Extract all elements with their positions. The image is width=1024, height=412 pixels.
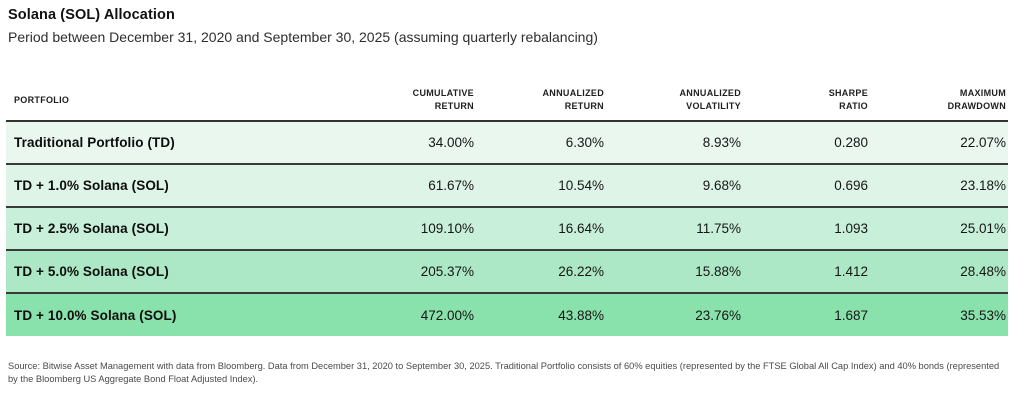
annualized-return-value: 26.22%: [476, 249, 606, 294]
annualized-volatility-value: 15.88%: [606, 249, 743, 294]
maximum-drawdown-value: 25.01%: [870, 206, 1008, 251]
table-row: Traditional Portfolio (TD) 34.00% 6.30% …: [6, 121, 1008, 165]
annualized-volatility-value: 23.76%: [606, 292, 743, 337]
portfolio-name: TD + 1.0% Solana (SOL): [6, 163, 358, 208]
page-title: Solana (SOL) Allocation: [8, 7, 175, 23]
cumulative-return-value: 205.37%: [358, 249, 476, 294]
annualized-return-value: 43.88%: [476, 292, 606, 337]
cumulative-return-value: 61.67%: [358, 163, 476, 208]
sharpe-ratio-value: 1.687: [743, 292, 870, 337]
annualized-volatility-value: 8.93%: [702, 135, 741, 151]
annualized-return-value: 10.54%: [476, 163, 606, 208]
table-row: TD + 5.0% Solana (SOL) 205.37% 26.22% 15…: [6, 249, 1008, 294]
maximum-drawdown-value: 28.48%: [870, 249, 1008, 294]
cumulative-return-value: 109.10%: [358, 206, 476, 251]
source-footnote: Source: Bitwise Asset Management with da…: [8, 361, 1000, 384]
column-header-sharpe-ratio: SHARPE RATIO: [743, 87, 870, 123]
portfolio-name: Traditional Portfolio (TD): [14, 135, 175, 151]
column-header-cumulative-return: CUMULATIVE RETURN: [358, 87, 476, 123]
sharpe-ratio-value: 0.280: [834, 135, 868, 151]
annualized-return-value: 16.64%: [476, 206, 606, 251]
portfolio-name: TD + 2.5% Solana (SOL): [6, 206, 358, 251]
column-header-annualized-volatility: ANNUALIZED VOLATILITY: [606, 87, 743, 123]
maximum-drawdown-value: 23.18%: [870, 163, 1008, 208]
page-subtitle: Period between December 31, 2020 and Sep…: [8, 29, 598, 45]
table-row: TD + 2.5% Solana (SOL) 109.10% 16.64% 11…: [6, 206, 1008, 251]
table-row: TD + 10.0% Solana (SOL) 472.00% 43.88% 2…: [6, 292, 1008, 337]
column-header-portfolio: PORTFOLIO: [6, 87, 358, 123]
annualized-volatility-value: 11.75%: [606, 206, 743, 251]
cumulative-return-value: 34.00%: [428, 135, 474, 151]
maximum-drawdown-value: 35.53%: [870, 292, 1008, 337]
report-page: Solana (SOL) Allocation Period between D…: [6, 7, 1008, 384]
sharpe-ratio-value: 0.696: [743, 163, 870, 208]
table-row: TD + 1.0% Solana (SOL) 61.67% 10.54% 9.6…: [6, 163, 1008, 208]
sharpe-ratio-value: 1.412: [743, 249, 870, 294]
cumulative-return-value: 472.00%: [358, 292, 476, 337]
table-header: PORTFOLIO CUMULATIVE RETURN ANNUALIZED R…: [6, 87, 1008, 123]
column-header-maximum-drawdown: MAXIMUM DRAWDOWN: [870, 87, 1008, 123]
annualized-return-value: 6.30%: [565, 135, 604, 151]
allocation-table: PORTFOLIO CUMULATIVE RETURN ANNUALIZED R…: [6, 87, 1008, 337]
portfolio-name: TD + 10.0% Solana (SOL): [6, 292, 358, 337]
column-header-annualized-return: ANNUALIZED RETURN: [476, 87, 606, 123]
maximum-drawdown-value: 22.07%: [960, 135, 1006, 151]
portfolio-name: TD + 5.0% Solana (SOL): [6, 249, 358, 294]
annualized-volatility-value: 9.68%: [606, 163, 743, 208]
sharpe-ratio-value: 1.093: [743, 206, 870, 251]
